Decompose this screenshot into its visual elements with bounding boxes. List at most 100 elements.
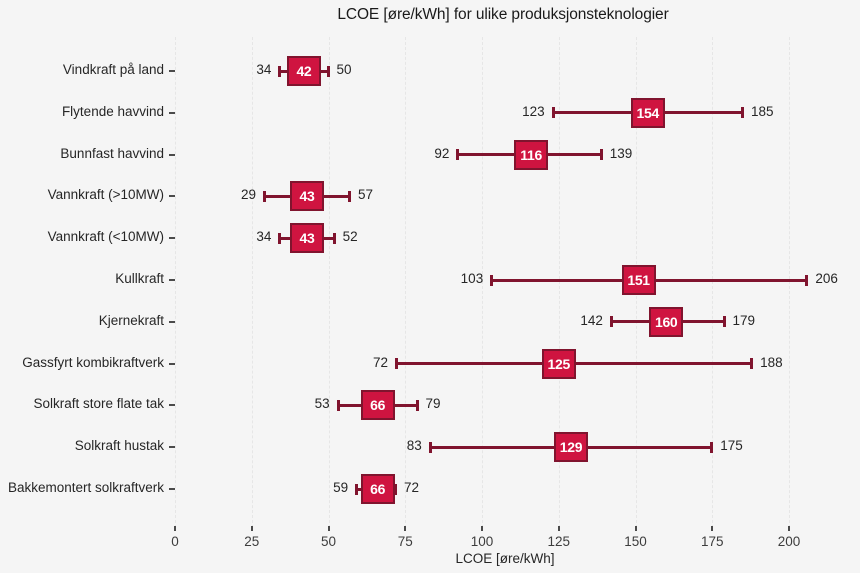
- center-value-box: 43: [290, 223, 324, 254]
- error-bar-cap-max: [750, 358, 754, 370]
- category-label: Kullkraft: [115, 271, 164, 286]
- x-axis-title: LCOE [øre/kWh]: [455, 551, 555, 566]
- error-bar-cap-max: [347, 190, 351, 202]
- gridline: [789, 37, 790, 528]
- error-bar-cap-min: [263, 190, 267, 202]
- min-value-label: 83: [406, 438, 422, 454]
- x-tick: [327, 526, 330, 531]
- error-bar-cap-max: [326, 65, 330, 77]
- x-tick-label: 25: [244, 534, 260, 549]
- gridline: [251, 37, 253, 528]
- category-label: Vannkraft (<10MW): [47, 229, 164, 245]
- x-tick: [711, 526, 714, 531]
- category-label: Flytende havvind: [61, 103, 164, 119]
- y-tick: [169, 70, 175, 72]
- x-tick-label: 125: [547, 534, 571, 549]
- center-value-box: 66: [360, 474, 395, 504]
- gridline: [482, 37, 483, 528]
- category-label: Vindkraft på land: [62, 62, 164, 77]
- error-bar-cap-min: [609, 316, 613, 328]
- x-tick: [634, 526, 637, 531]
- x-tick-label: 175: [700, 534, 724, 549]
- max-value-label: 185: [750, 103, 774, 119]
- min-value-label: 53: [314, 396, 330, 412]
- error-bar-cap-max: [710, 441, 714, 453]
- x-tick-label: 0: [171, 534, 179, 549]
- y-tick: [169, 446, 175, 449]
- y-tick: [169, 153, 175, 156]
- max-value-label: 188: [760, 354, 783, 370]
- y-tick: [169, 488, 175, 490]
- x-tick: [481, 526, 483, 531]
- error-bar-cap-max: [332, 232, 336, 244]
- min-value-label: 103: [460, 271, 484, 286]
- x-tick: [557, 526, 560, 531]
- error-bar-cap-max: [599, 149, 603, 161]
- gridline: [328, 37, 330, 528]
- center-value-box: 42: [286, 56, 321, 86]
- error-bar-cap-max: [394, 483, 398, 495]
- x-tick-label: 200: [777, 534, 801, 549]
- error-bar-cap-min: [278, 65, 282, 77]
- max-value-label: 72: [404, 480, 420, 495]
- error-bar-cap-max: [722, 316, 726, 328]
- x-tick: [788, 526, 790, 531]
- y-tick: [169, 320, 175, 323]
- max-value-label: 206: [815, 271, 838, 286]
- error-bar-cap-max: [415, 399, 419, 411]
- error-bar-cap-max: [805, 274, 809, 286]
- min-value-label: 34: [256, 62, 272, 77]
- center-value-box: 66: [360, 390, 395, 421]
- max-value-label: 50: [336, 62, 352, 77]
- max-value-label: 175: [720, 438, 743, 454]
- category-label: Solkraft hustak: [74, 438, 164, 454]
- x-tick-label: 75: [397, 534, 413, 549]
- error-bar-cap-min: [355, 483, 359, 495]
- min-value-label: 72: [373, 354, 389, 370]
- center-value-box: 160: [649, 306, 684, 337]
- category-label: Vannkraft (>10MW): [47, 187, 164, 203]
- category-label: Solkraft store flate tak: [33, 396, 164, 412]
- max-value-label: 179: [732, 312, 756, 328]
- error-bar-cap-max: [740, 107, 744, 119]
- category-label: Gassfyrt kombikraftverk: [22, 354, 164, 370]
- gridline: [175, 37, 176, 528]
- error-bar-cap-min: [456, 149, 460, 161]
- category-label: Bakkemontert solkraftverk: [7, 480, 164, 495]
- y-tick: [169, 195, 175, 198]
- min-value-label: 59: [333, 480, 349, 495]
- x-tick-label: 50: [320, 534, 337, 549]
- max-value-label: 139: [609, 145, 633, 161]
- error-bar-cap-min: [428, 441, 432, 453]
- x-tick: [174, 526, 176, 531]
- x-tick-label: 150: [624, 534, 647, 549]
- error-bar-cap-min: [490, 274, 494, 286]
- gridline: [712, 37, 714, 528]
- gridline: [405, 37, 407, 528]
- center-value-box: 129: [554, 432, 589, 463]
- category-label: Kjernekraft: [98, 312, 164, 328]
- error-bar-cap-min: [336, 399, 340, 411]
- min-value-label: 123: [522, 103, 545, 119]
- error-bar-cap-min: [278, 232, 282, 244]
- center-value-box: 43: [290, 181, 324, 212]
- error-bar-cap-min: [395, 358, 399, 370]
- center-value-box: 154: [630, 97, 665, 128]
- max-value-label: 79: [425, 396, 441, 412]
- max-value-label: 57: [357, 187, 374, 203]
- y-tick: [169, 111, 175, 114]
- chart-title: LCOE [øre/kWh] for ulike produksjonstekn…: [337, 6, 669, 23]
- center-value-box: 151: [621, 265, 656, 295]
- min-value-label: 92: [434, 145, 450, 161]
- y-tick: [169, 362, 175, 365]
- gridline: [558, 37, 560, 528]
- center-value-box: 125: [541, 348, 576, 379]
- category-label: Bunnfast havvind: [60, 145, 164, 161]
- y-tick: [169, 279, 175, 281]
- error-bar-cap-min: [551, 107, 555, 119]
- max-value-label: 52: [342, 229, 358, 245]
- min-value-label: 29: [240, 187, 257, 203]
- x-tick: [250, 526, 253, 531]
- y-tick: [169, 404, 175, 407]
